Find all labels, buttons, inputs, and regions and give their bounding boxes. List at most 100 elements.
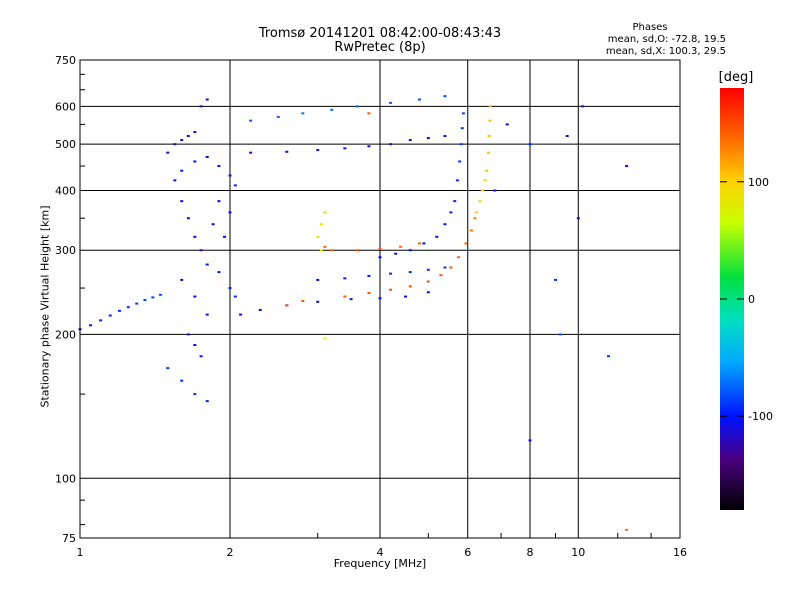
data-point bbox=[565, 135, 569, 138]
data-point bbox=[443, 266, 447, 269]
data-point bbox=[158, 293, 162, 296]
data-point bbox=[180, 278, 184, 281]
data-point bbox=[228, 174, 232, 177]
data-point bbox=[378, 297, 382, 300]
data-point bbox=[367, 112, 371, 115]
plot-frame bbox=[79, 59, 681, 539]
data-point bbox=[193, 235, 197, 238]
x-axis-label: Frequency [MHz] bbox=[333, 557, 427, 570]
y-axis-ticks: 75 100 200 300 400 500 600 750 bbox=[55, 54, 85, 545]
data-point bbox=[422, 242, 426, 245]
data-point bbox=[249, 119, 253, 122]
y-tick-label: 400 bbox=[55, 184, 76, 197]
data-point bbox=[319, 223, 323, 226]
colorbar-ticks: 100 0 -100 bbox=[720, 176, 773, 423]
data-point bbox=[276, 115, 280, 118]
data-point bbox=[316, 278, 320, 281]
stats-heading: Phases bbox=[632, 22, 668, 33]
x-tick-label: 16 bbox=[673, 546, 687, 559]
data-point bbox=[186, 217, 190, 220]
data-point bbox=[99, 319, 103, 322]
data-point bbox=[449, 266, 453, 269]
data-point bbox=[323, 337, 327, 340]
data-point bbox=[355, 105, 359, 108]
data-point bbox=[211, 223, 215, 226]
data-point bbox=[528, 439, 532, 442]
data-point bbox=[343, 295, 347, 298]
data-point bbox=[319, 249, 323, 252]
data-point bbox=[285, 150, 289, 153]
data-point bbox=[389, 288, 393, 291]
data-point bbox=[488, 119, 492, 122]
stats-line-x: mean, sd,X: 100.3, 29.5 bbox=[605, 46, 726, 57]
x-tick-label: 8 bbox=[527, 546, 534, 559]
data-point bbox=[223, 235, 227, 238]
data-point bbox=[316, 235, 320, 238]
y-tick-label: 300 bbox=[55, 244, 76, 257]
data-point bbox=[166, 367, 170, 370]
data-point bbox=[343, 277, 347, 280]
x-tick-label: 10 bbox=[571, 546, 585, 559]
chart-subtitle: RwPretec (8p) bbox=[334, 40, 426, 55]
data-point bbox=[367, 292, 371, 295]
y-tick-label: 600 bbox=[55, 100, 76, 113]
x-tick-label: 2 bbox=[227, 546, 234, 559]
data-point bbox=[193, 131, 197, 134]
data-point bbox=[389, 143, 393, 146]
data-point bbox=[205, 98, 209, 101]
data-point bbox=[323, 211, 327, 214]
data-point bbox=[316, 300, 320, 303]
data-point bbox=[461, 112, 465, 115]
data-point bbox=[193, 344, 197, 347]
data-point bbox=[485, 169, 489, 172]
colorbar-tick-label: -100 bbox=[748, 410, 773, 423]
data-point bbox=[457, 256, 461, 259]
data-point bbox=[173, 179, 177, 182]
data-point bbox=[367, 274, 371, 277]
data-point bbox=[166, 151, 170, 154]
data-point bbox=[343, 147, 347, 150]
data-point bbox=[473, 217, 477, 220]
data-point bbox=[239, 313, 243, 316]
data-point bbox=[486, 151, 490, 154]
data-point bbox=[394, 252, 398, 255]
data-point bbox=[460, 127, 464, 130]
data-point bbox=[449, 211, 453, 214]
data-point bbox=[453, 200, 457, 203]
colorbar-unit: [deg] bbox=[718, 70, 754, 85]
data-point bbox=[389, 272, 393, 275]
data-point bbox=[483, 179, 487, 182]
data-point bbox=[199, 355, 203, 358]
data-point bbox=[455, 179, 459, 182]
data-point bbox=[349, 298, 353, 301]
data-point bbox=[117, 309, 121, 312]
data-point bbox=[301, 112, 305, 115]
y-tick-label: 100 bbox=[55, 472, 76, 485]
y-axis-label: Stationary phase Virtual Height [km] bbox=[38, 205, 52, 408]
data-point bbox=[435, 235, 439, 238]
data-point bbox=[228, 287, 232, 290]
data-point bbox=[625, 165, 629, 168]
data-point bbox=[186, 135, 190, 138]
data-point bbox=[89, 324, 93, 327]
grid-lines bbox=[80, 60, 680, 538]
data-point bbox=[143, 299, 147, 302]
data-point bbox=[217, 271, 221, 274]
data-point bbox=[228, 211, 232, 214]
data-point bbox=[126, 306, 130, 309]
data-point bbox=[186, 333, 190, 336]
data-point bbox=[426, 137, 430, 140]
data-point bbox=[403, 295, 407, 298]
colorbar-tick-label: 100 bbox=[748, 176, 769, 189]
data-point bbox=[285, 304, 289, 307]
data-point bbox=[233, 184, 237, 187]
data-point bbox=[408, 271, 412, 274]
data-point bbox=[217, 165, 221, 168]
data-point bbox=[199, 249, 203, 252]
data-point bbox=[408, 139, 412, 142]
data-point bbox=[480, 189, 484, 192]
data-point bbox=[426, 280, 430, 283]
data-point bbox=[458, 160, 462, 163]
data-point bbox=[426, 268, 430, 271]
data-point bbox=[217, 200, 221, 203]
